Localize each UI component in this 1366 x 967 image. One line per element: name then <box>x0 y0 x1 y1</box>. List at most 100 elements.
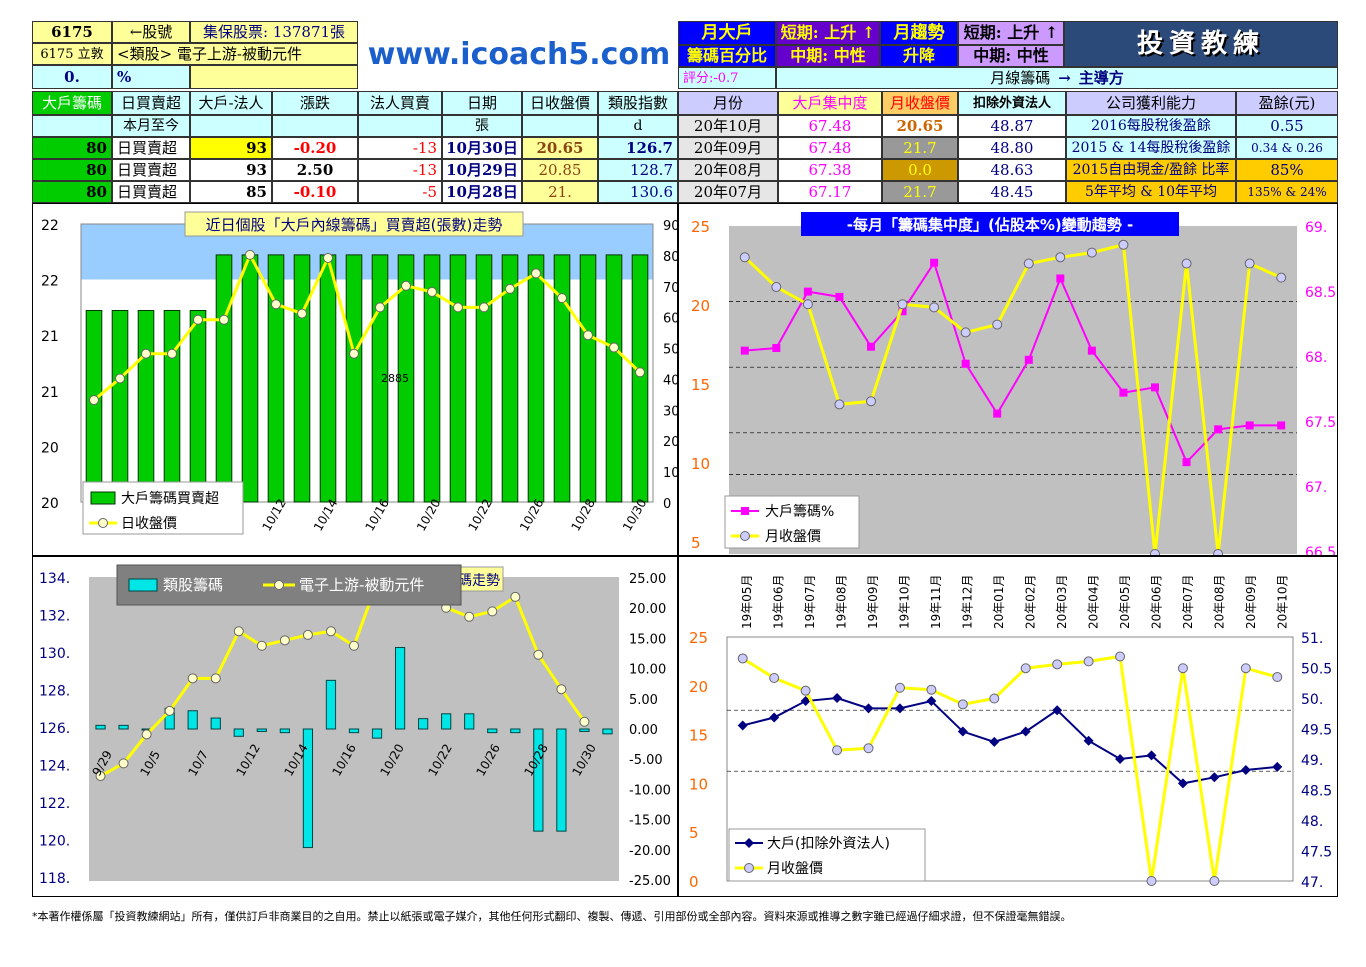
major-ex-foreign-point <box>1115 754 1126 764</box>
monthly-price-point <box>802 299 813 310</box>
left-tick: 130. <box>39 646 70 662</box>
monthly-chip-row: 月線籌碼 → 主導方 <box>776 67 1338 89</box>
price-point <box>193 314 203 325</box>
left-cell-0-3: -0.20 <box>272 137 358 159</box>
right-tick: 80 <box>663 250 677 265</box>
price-point <box>141 348 151 359</box>
monthly-price-point <box>739 252 750 263</box>
right-tick: 30 <box>663 404 677 419</box>
right-cell-2-0: 20年08月 <box>678 159 778 181</box>
sector-chips-bar <box>556 728 567 832</box>
right-tick: 15.00 <box>629 632 666 647</box>
sector-chips-bar <box>602 728 613 735</box>
monthly-price-point <box>929 302 940 313</box>
legend-marker <box>274 580 284 590</box>
price-point <box>401 280 411 291</box>
right-cell-3-3: 48.45 <box>958 181 1066 203</box>
logo-banner: 投資教練 <box>1064 21 1338 67</box>
right-tick: 20 <box>663 435 677 450</box>
chips-bar <box>605 254 623 503</box>
right-tick: -25.00 <box>629 874 671 889</box>
left-cell-1-5: 10月29日 <box>442 159 522 181</box>
concentration-point <box>803 287 812 296</box>
major-ex-foreign-point <box>989 736 1000 747</box>
right-cell-3-2: 21.7 <box>882 181 958 203</box>
right-cell-3-1: 67.17 <box>778 181 882 203</box>
chips-bar <box>449 254 467 503</box>
right-cell-1-3: 48.80 <box>958 137 1066 159</box>
price-point <box>89 395 99 406</box>
monthly-price-point-2 <box>1052 659 1063 670</box>
monthly-price-point-2 <box>1272 672 1283 683</box>
month-tick: 19年10月 <box>898 574 912 629</box>
legend-marker <box>744 863 754 873</box>
right-tick: 50.5 <box>1301 662 1332 678</box>
major-ex-foreign-point <box>1240 764 1251 775</box>
left-tick: 15 <box>689 727 708 745</box>
sector-index-point <box>487 606 498 617</box>
concentration-point <box>1151 383 1159 392</box>
chart-major-ex-foreign: 19年05月 19年06月 19年07月 19年08月 19年09月 19年10月 19年1… <box>678 556 1338 897</box>
sector-index-point <box>302 629 313 640</box>
monthly-price-point-2 <box>1115 651 1126 662</box>
chips-bar <box>631 254 649 503</box>
monthly-price-point-2 <box>1240 663 1251 674</box>
right-tick: 47. <box>1301 875 1323 891</box>
right-tick: 10.00 <box>629 663 666 678</box>
major-ex-foreign-point <box>1209 772 1220 783</box>
price-point <box>375 302 385 313</box>
monthly-price-point-2 <box>1209 876 1220 886</box>
sector-label: <類股> 電子上游-被動元件 <box>112 43 358 65</box>
right-cell-0-3: 48.87 <box>958 115 1066 137</box>
monthly-price-line <box>743 242 1282 555</box>
left-cell-2-7: 130.6 <box>598 181 678 203</box>
left-sub-7: d <box>598 115 678 137</box>
concentration-point <box>1277 421 1286 430</box>
right-cell-1-4: 2015 & 14每股稅後盈餘 <box>1066 137 1236 159</box>
score-label: 評分:-0.7 <box>678 67 776 89</box>
left-cell-1-1: 日買賣超 <box>112 159 190 181</box>
chart-major-chips-daily: 22 22 21 21 20 20 90 80 70 60 50 40 30 20 10 0 10/12 10/1… <box>32 203 680 556</box>
price-point <box>427 286 437 297</box>
sector-index-point <box>579 716 590 727</box>
chips-bar <box>345 254 363 503</box>
right-tick: -5.00 <box>629 753 663 768</box>
sector-chips-bar <box>233 728 244 737</box>
monthly-price-point <box>897 299 908 310</box>
month-tick: 19年11月 <box>929 574 943 629</box>
right-cell-3-0: 20年07月 <box>678 181 778 203</box>
right-tick: 68. <box>1305 350 1327 366</box>
price-point <box>297 308 307 319</box>
sector-index-point <box>256 640 267 651</box>
stock-code: 6175 <box>32 21 112 43</box>
major-ex-foreign-point <box>1146 750 1157 761</box>
left-cell-0-1: 日買賣超 <box>112 137 190 159</box>
concentration-point <box>961 359 970 368</box>
right-tick: 10 <box>663 466 677 481</box>
sector-chips-bar <box>325 679 337 730</box>
sector-index-point <box>325 626 336 637</box>
left-tick: 132. <box>39 609 70 625</box>
legend-monthly-price: 月收盤價 <box>765 528 821 545</box>
chips-bar <box>215 254 233 503</box>
right-header-3: 扣除外資法人 <box>958 91 1066 115</box>
monthly-price-point-2 <box>1146 876 1157 886</box>
code-label: ←股號 <box>112 21 190 43</box>
percent-sign: % <box>112 65 190 89</box>
concentration-point <box>993 409 1002 418</box>
sector-index-point <box>464 611 475 622</box>
monthly-price-point-2 <box>1020 663 1031 674</box>
right-tick: -20.00 <box>629 844 671 859</box>
sector-chips-bar <box>464 713 475 730</box>
sector-chips-bar <box>418 718 429 730</box>
chips-bar <box>137 309 155 503</box>
sector-chips-bar <box>118 724 129 730</box>
sector-chips-bar <box>348 728 360 734</box>
right-tick: 60 <box>663 312 677 327</box>
left-header-6: 日收盤價 <box>522 91 598 115</box>
trend-mid-2: 中期: 中性 <box>958 45 1064 67</box>
sector-chips-bar <box>210 717 221 730</box>
right-tick: 48.5 <box>1301 784 1332 800</box>
monthly-chip-arrow: → <box>1058 68 1071 87</box>
left-tick: 20 <box>41 496 59 512</box>
